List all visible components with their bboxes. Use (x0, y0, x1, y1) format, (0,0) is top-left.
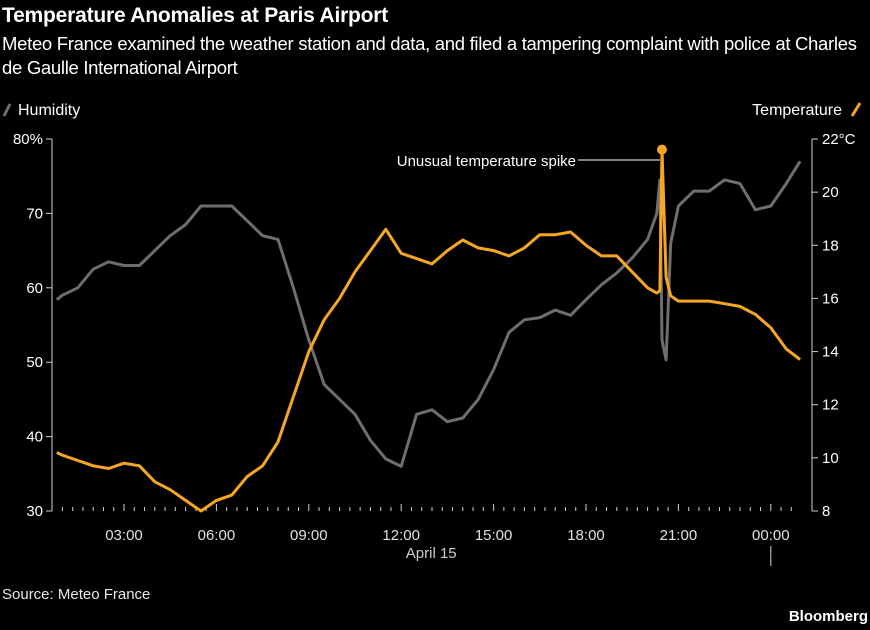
humidity-legend-swatch (2, 103, 12, 117)
right-tick-label: 8 (822, 503, 830, 520)
temperature-legend-swatch (850, 102, 862, 117)
annotation-label: Unusual temperature spike (397, 153, 576, 170)
humidity-line (55, 160, 802, 468)
right-tick-label: 12 (822, 397, 839, 414)
x-tick-label: 18:00 (567, 527, 605, 544)
right-tick-label: 10 (822, 450, 839, 467)
x-tick-label: 03:00 (105, 527, 143, 544)
left-tick-label: 50 (26, 354, 43, 371)
right-tick-label: 22°C (822, 131, 856, 148)
left-tick-label: 30 (26, 503, 43, 520)
left-tick-label: 40 (26, 429, 43, 446)
x-tick-label: 21:00 (660, 527, 698, 544)
left-tick-label: 70 (26, 205, 43, 222)
x-tick-label: 09:00 (290, 527, 328, 544)
x-date-label: April 15 (406, 545, 457, 562)
temperature-line (56, 148, 802, 513)
right-tick-label: 18 (822, 237, 839, 254)
right-tick-label: 14 (822, 344, 839, 361)
brand-logo: Bloomberg (788, 608, 868, 625)
temperature-legend-label: Temperature (752, 102, 842, 119)
right-tick-label: 20 (822, 184, 839, 201)
source-note: Source: Meteo France (2, 586, 151, 603)
x-tick-label: 12:00 (382, 527, 420, 544)
left-tick-label: 60 (26, 280, 43, 297)
humidity-legend-label: Humidity (18, 102, 80, 119)
x-tick-label: 15:00 (475, 527, 513, 544)
chart-subtitle: Meteo France examined the weather statio… (2, 33, 857, 78)
chart-title: Temperature Anomalies at Paris Airport (2, 4, 389, 27)
right-tick-label: 16 (822, 290, 839, 307)
spike-marker (656, 144, 667, 155)
x-tick-label: 00:00 (752, 527, 790, 544)
left-tick-label: 80% (13, 131, 43, 148)
x-tick-label: 06:00 (198, 527, 236, 544)
